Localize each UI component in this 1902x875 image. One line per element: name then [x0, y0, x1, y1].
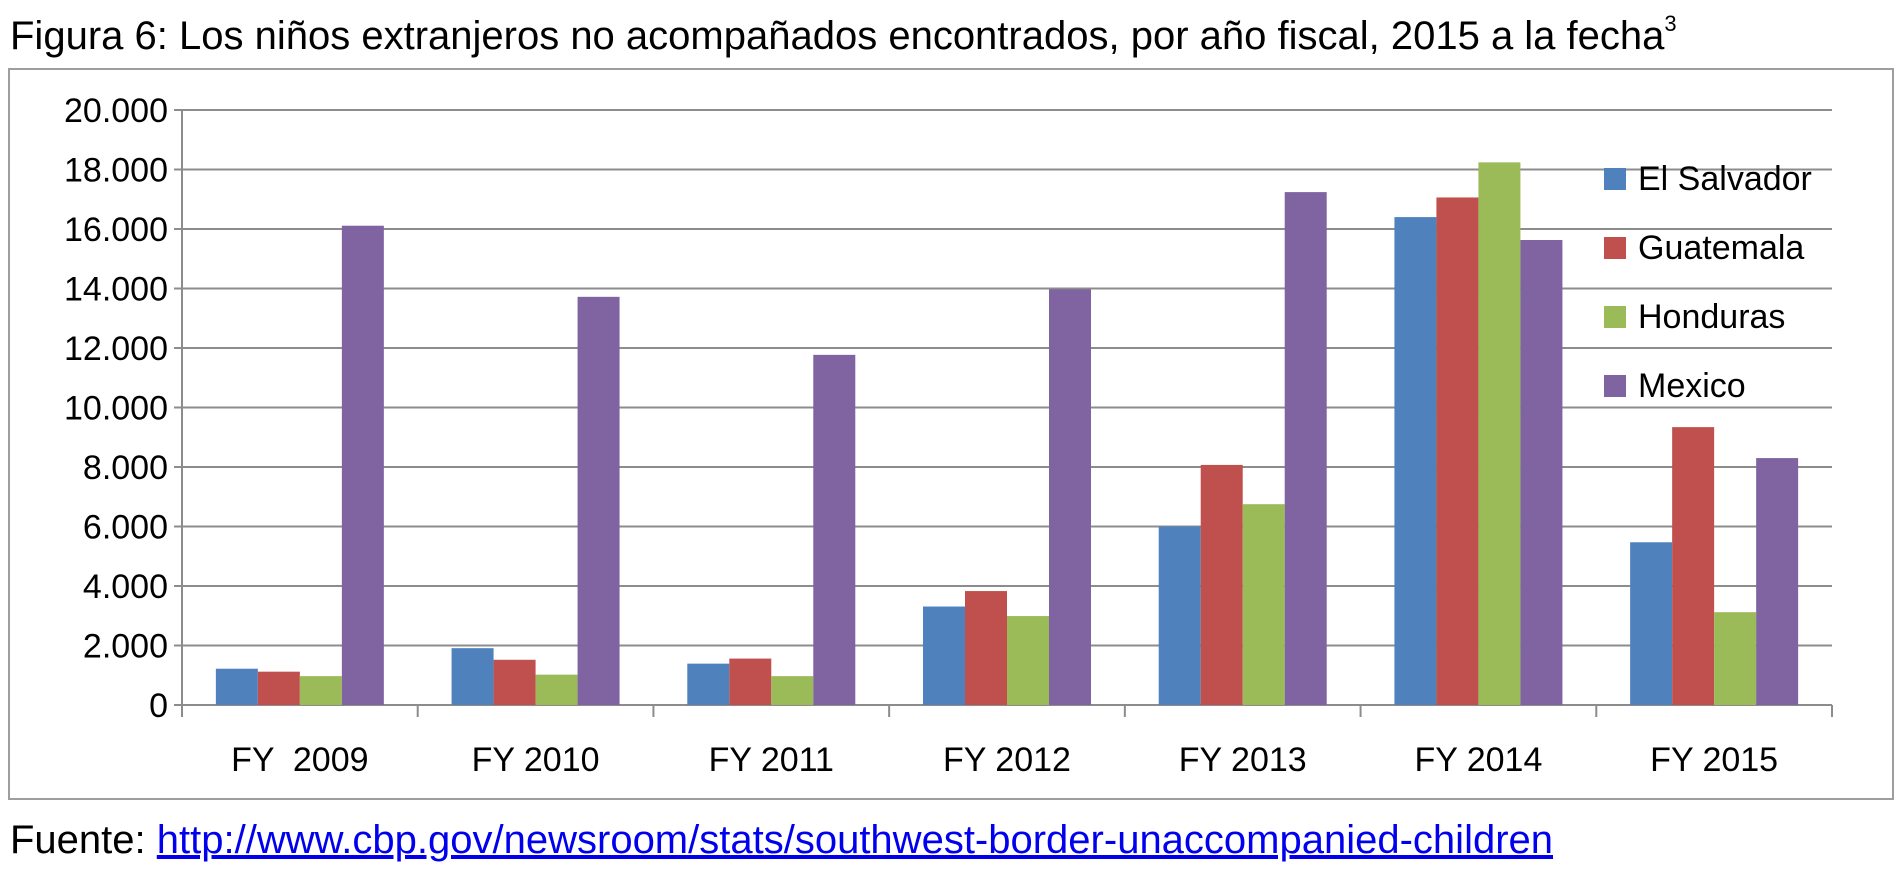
- bar: [215, 668, 258, 705]
- chart-frame: [8, 68, 1894, 800]
- bar: [1672, 427, 1715, 705]
- bar: [535, 674, 578, 705]
- x-tick-label: FY 2010: [472, 741, 600, 779]
- bar: [1007, 616, 1049, 705]
- bar: [1200, 464, 1243, 705]
- bar: [923, 606, 965, 705]
- legend-swatch: [1604, 306, 1626, 328]
- bar: [813, 354, 856, 705]
- y-tick-label: 6.000: [83, 509, 168, 547]
- x-tick-label: FY 2013: [1179, 741, 1307, 779]
- x-tick-label: FY 2011: [709, 741, 834, 779]
- bar: [1284, 192, 1327, 706]
- bar: [299, 676, 342, 705]
- x-tick-label: FY 2015: [1650, 741, 1778, 779]
- bar: [965, 591, 1007, 705]
- bar: [1049, 289, 1091, 705]
- source-label: Fuente:: [10, 818, 146, 862]
- footnote-marker: 3: [1664, 10, 1677, 36]
- source-line: Fuente: http://www.cbp.gov/newsroom/stat…: [10, 818, 1553, 863]
- legend-label: Honduras: [1638, 298, 1785, 336]
- y-tick-label: 18.000: [64, 152, 168, 190]
- legend-label: Mexico: [1638, 367, 1746, 405]
- y-tick-label: 12.000: [64, 330, 168, 368]
- x-tick-label: FY 2012: [943, 741, 1071, 779]
- figure-title-text: Los niños extranjeros no acompañados enc…: [178, 14, 1665, 58]
- legend-label: El Salvador: [1638, 160, 1812, 198]
- bar: [493, 659, 536, 705]
- y-tick-label: 2.000: [83, 628, 168, 666]
- legend-swatch: [1604, 168, 1626, 190]
- bar: [1756, 458, 1799, 705]
- y-tick-label: 14.000: [64, 271, 168, 309]
- y-tick-label: 0: [149, 687, 168, 725]
- legend-label: Guatemala: [1638, 229, 1804, 267]
- figure-title: Figura 6: Los niños extranjeros no acomp…: [10, 10, 1677, 59]
- bar: [1630, 542, 1673, 705]
- y-tick-label: 16.000: [64, 211, 168, 249]
- y-tick-label: 10.000: [64, 390, 168, 428]
- x-tick-label: FY 2014: [1414, 741, 1542, 779]
- bar: [1520, 240, 1563, 705]
- figure-label: Figura 6:: [10, 14, 168, 58]
- bar: [687, 663, 730, 705]
- bar: [1242, 504, 1285, 705]
- bar: [1436, 197, 1479, 705]
- bar: [451, 648, 494, 705]
- x-tick-label: FY 2009: [231, 741, 368, 779]
- source-link[interactable]: http://www.cbp.gov/newsroom/stats/southw…: [156, 818, 1554, 862]
- y-tick-label: 4.000: [83, 568, 168, 606]
- bar: [1714, 612, 1757, 705]
- bar: [771, 676, 814, 705]
- bar: [1394, 217, 1437, 705]
- bar: [577, 296, 620, 705]
- y-tick-label: 20.000: [64, 92, 168, 130]
- legend-swatch: [1604, 375, 1626, 397]
- bar: [1158, 526, 1201, 705]
- bar: [341, 225, 384, 706]
- y-tick-label: 8.000: [83, 449, 168, 487]
- bar: [1478, 162, 1521, 706]
- bar: [257, 671, 300, 705]
- bar: [729, 658, 772, 705]
- legend-swatch: [1604, 237, 1626, 259]
